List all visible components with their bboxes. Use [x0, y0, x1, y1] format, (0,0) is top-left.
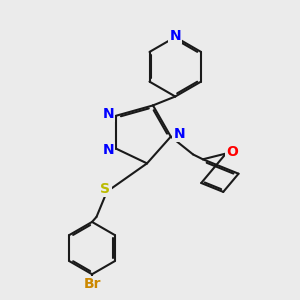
Text: Br: Br — [83, 277, 101, 291]
Text: N: N — [103, 107, 114, 121]
Text: N: N — [173, 127, 185, 141]
Text: N: N — [103, 143, 114, 157]
Text: N: N — [169, 28, 181, 43]
Text: S: S — [100, 182, 110, 196]
Text: O: O — [226, 145, 238, 159]
